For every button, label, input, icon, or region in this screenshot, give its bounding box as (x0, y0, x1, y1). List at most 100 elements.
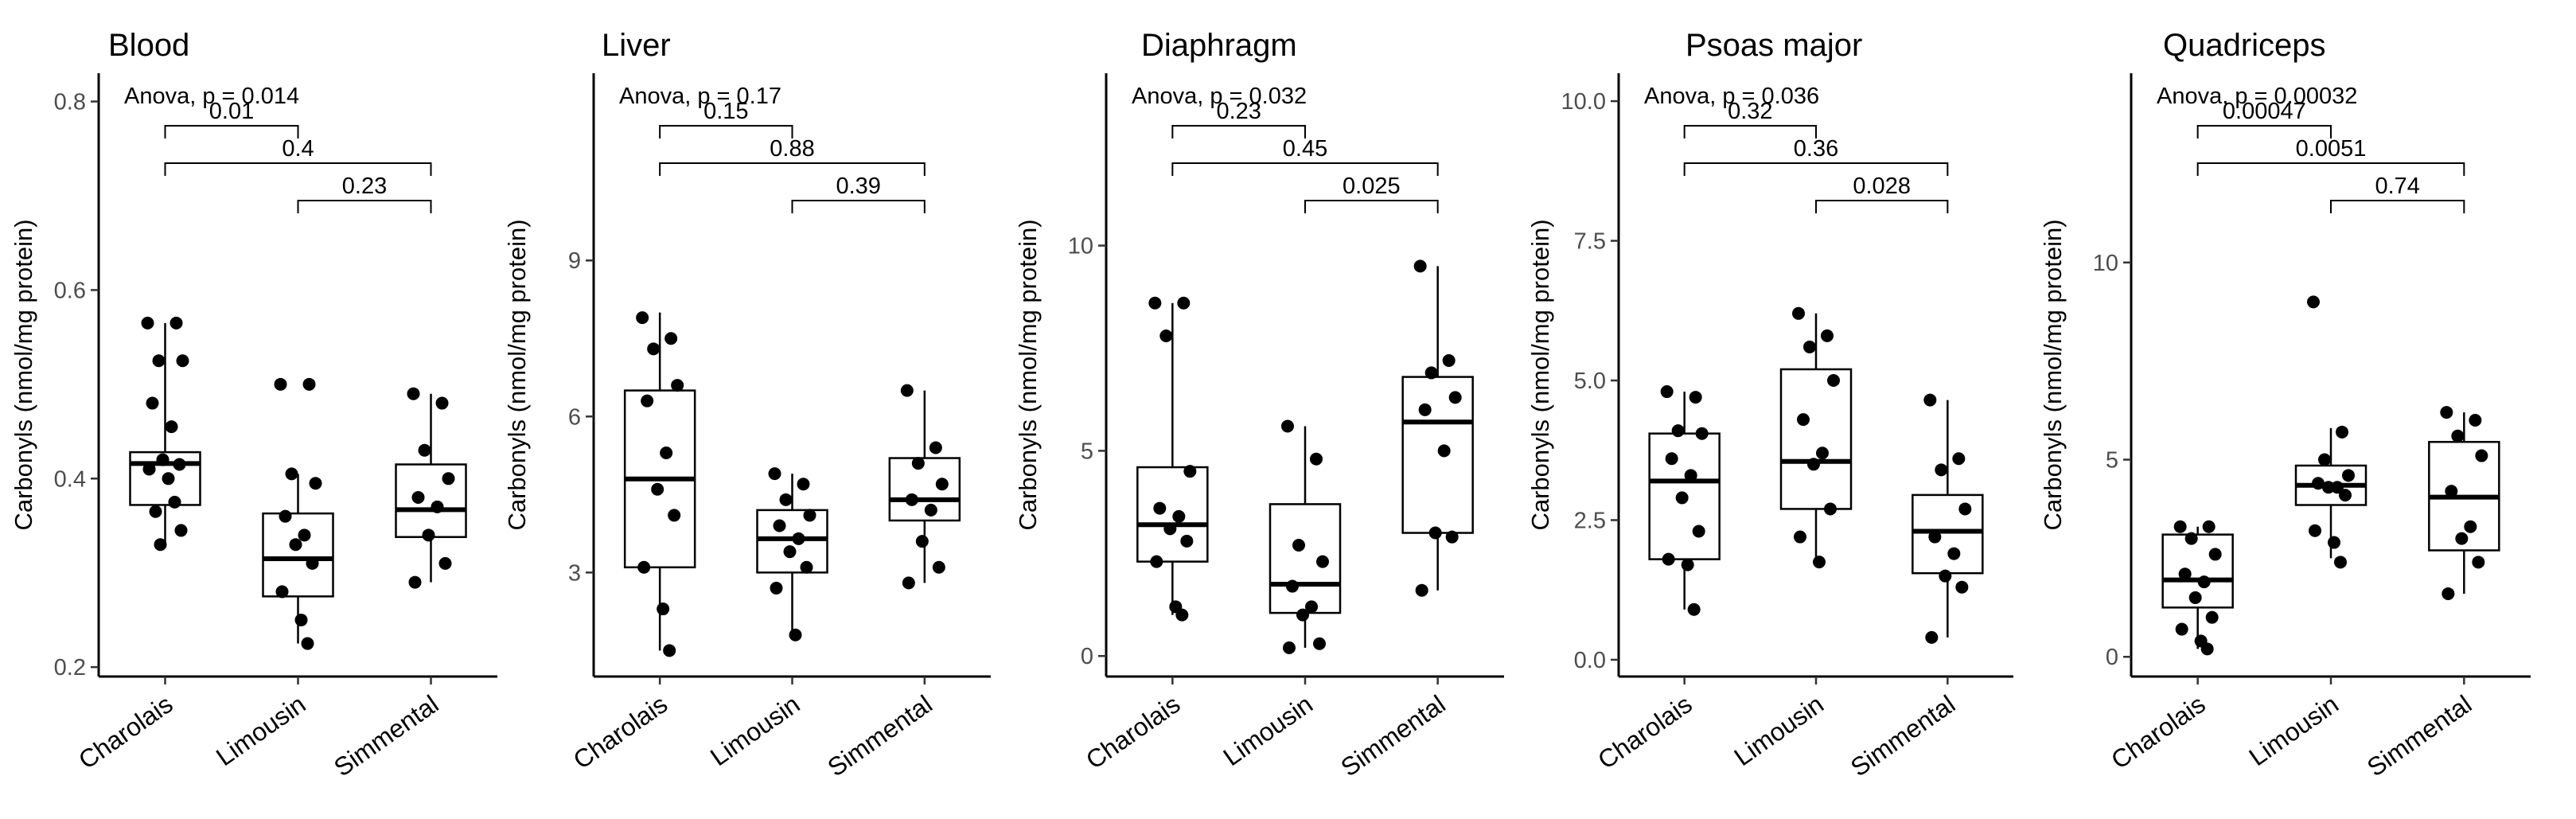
comparison-bracket: 0.36 (1683, 136, 1949, 176)
data-point (1292, 538, 1305, 552)
data-point (1662, 552, 1675, 566)
box-iqr (888, 457, 961, 522)
data-point (1437, 444, 1451, 458)
data-point (285, 467, 298, 481)
data-point (905, 493, 918, 506)
data-point (1792, 306, 1805, 320)
data-point (174, 524, 188, 537)
data-point (1313, 637, 1326, 650)
data-point (911, 457, 925, 470)
y-axis-label: Carbonyls (nmol/mg protein) (2039, 219, 2067, 530)
data-point (1283, 641, 1296, 654)
data-point (1675, 491, 1689, 505)
data-point (935, 478, 949, 491)
data-point (1952, 452, 1966, 466)
x-tick-label: Simmental (822, 689, 937, 782)
data-point (1415, 583, 1428, 597)
box-simmental (1401, 266, 1474, 591)
data-point (770, 581, 783, 595)
bracket-pvalue: 0.23 (342, 174, 387, 199)
comparison-bracket: 0.4 (164, 136, 432, 176)
data-point (779, 493, 793, 506)
bracket-pvalue: 0.4 (282, 136, 314, 162)
data-point (298, 528, 311, 542)
data-point (411, 490, 425, 504)
data-point (657, 603, 670, 616)
data-point (2442, 587, 2455, 600)
bracket-line (1304, 200, 1439, 213)
data-point (1939, 569, 1952, 583)
box-iqr (1136, 466, 1209, 563)
y-tick-label: 3 (568, 560, 581, 586)
data-point (435, 396, 449, 410)
data-point (803, 509, 816, 522)
x-tick-label: Charolais (1081, 689, 1185, 774)
box-simmental (1912, 400, 1984, 638)
data-point (1684, 469, 1697, 482)
box-charolais (2161, 526, 2234, 649)
y-tick-label: 7.5 (1574, 229, 1606, 255)
bracket-line (1171, 125, 1306, 138)
data-point (1445, 530, 1459, 544)
bracket-line (1683, 162, 1949, 176)
data-point (309, 477, 322, 490)
bracket-line (1815, 200, 1949, 213)
data-point (141, 316, 154, 330)
data-point (660, 447, 673, 460)
data-point (792, 532, 805, 545)
panel-4: Quadriceps 0 5 10 Carbonyls (nmol/mg protein… (2039, 28, 2531, 782)
x-tick-label: Limousin (2243, 689, 2344, 771)
data-point (1424, 366, 1438, 380)
data-point (1418, 403, 1432, 416)
data-point (1955, 580, 1969, 594)
data-point (1925, 630, 1939, 644)
anova-annotation: Anova, p = 0.014 (124, 84, 299, 109)
data-point (2205, 610, 2219, 624)
box-limousin (262, 474, 334, 644)
data-point (408, 575, 422, 589)
data-point (152, 354, 166, 368)
data-point (162, 472, 175, 486)
panel-1: Liver 3 6 9 Carbonyls (nmol/mg protein) Anova… (503, 28, 991, 782)
box-iqr (395, 463, 467, 538)
bracket-pvalue: 0.45 (1283, 136, 1327, 162)
data-point (1296, 608, 1309, 622)
data-point (1687, 603, 1701, 616)
data-point (1695, 427, 1709, 440)
bracket-line (2196, 125, 2332, 138)
data-point (2469, 413, 2482, 427)
data-point (768, 467, 781, 481)
data-point (636, 311, 649, 325)
comparison-bracket: 0.025 (1304, 174, 1439, 213)
bracket-pvalue: 0.0051 (2296, 136, 2367, 162)
data-point (1175, 608, 1189, 622)
data-point (1803, 340, 1816, 353)
box-simmental (2428, 412, 2500, 594)
data-point (783, 545, 797, 559)
data-point (2178, 567, 2192, 581)
bracket-pvalue: 0.15 (703, 99, 748, 124)
data-point (1797, 413, 1810, 427)
y-tick-label: 6 (568, 404, 581, 430)
data-point (154, 538, 167, 552)
data-point (2188, 591, 2202, 604)
data-point (2331, 481, 2344, 494)
data-point (173, 458, 186, 471)
data-point (1442, 353, 1456, 367)
data-point (2336, 425, 2348, 439)
comparison-bracket: 0.0051 (2196, 136, 2465, 176)
data-point (438, 556, 452, 570)
data-point (1947, 547, 1961, 560)
data-point (168, 495, 181, 509)
x-tick-label: Limousin (705, 689, 805, 771)
box-iqr (1912, 493, 1984, 575)
data-point (289, 538, 302, 552)
y-tick-label: 10 (2093, 251, 2118, 276)
bracket-pvalue: 0.028 (1853, 174, 1911, 199)
anova-annotation: Anova, p = 0.036 (1644, 84, 1819, 109)
data-point (797, 478, 810, 491)
data-point (2339, 489, 2352, 502)
comparison-bracket: 0.39 (791, 174, 926, 213)
data-point (301, 637, 314, 650)
data-point (773, 519, 786, 532)
